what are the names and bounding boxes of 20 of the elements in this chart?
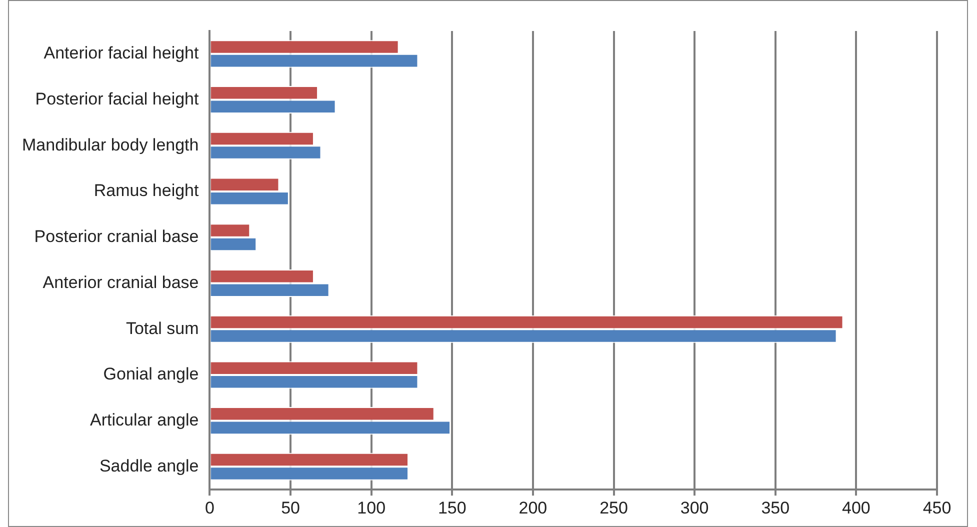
x-tick-label: 450	[922, 498, 952, 518]
x-tick-label: 100	[357, 498, 386, 518]
y-tick-label: Total sum	[126, 318, 199, 338]
y-tick-label: Mandibular body length	[22, 135, 199, 154]
y-tick-label: Ramus height	[94, 181, 200, 200]
y-tick-label: Anterior facial height	[44, 44, 199, 63]
y-tick-label: Articular angle	[90, 410, 199, 430]
y-tick-label: Saddle angle	[99, 456, 199, 476]
x-tick-label: 250	[600, 498, 628, 518]
y-tick-label: Anterior cranial base	[42, 272, 199, 292]
x-tick-label: 150	[438, 498, 466, 518]
x-tick-label: 200	[518, 498, 548, 518]
x-tick-label: 400	[842, 498, 870, 518]
x-tick-label: 50	[281, 498, 300, 518]
x-tick-label: 300	[680, 498, 709, 518]
x-tick-label: 350	[761, 498, 790, 518]
y-tick-label: Posterior facial height	[35, 89, 199, 108]
y-tick-label: Gonial angle	[103, 364, 199, 384]
x-tick-label: 0	[205, 498, 214, 518]
y-tick-label: Posterior cranial base	[34, 227, 199, 246]
